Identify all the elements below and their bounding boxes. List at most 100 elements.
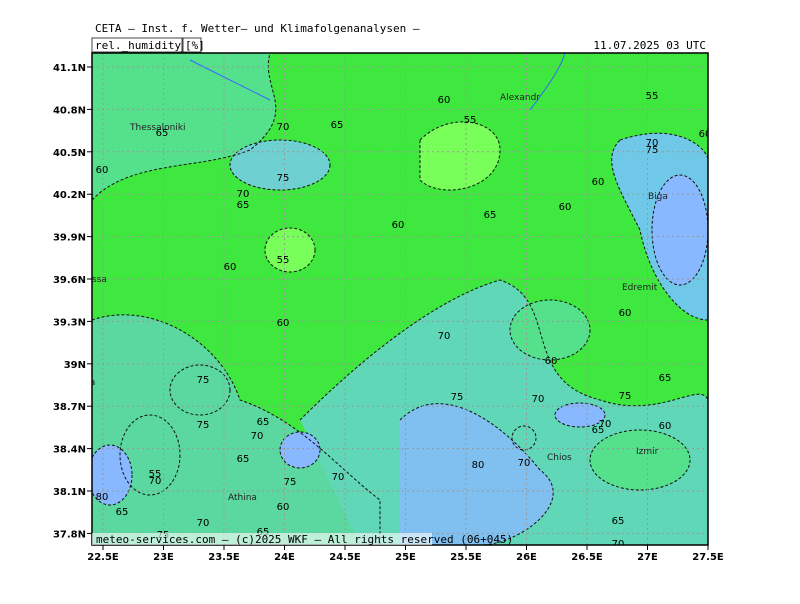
y-tick-label: 38.7N <box>53 402 86 413</box>
variable-box <box>91 37 183 53</box>
contour-label: 70 <box>599 419 612 430</box>
contour-label: 60 <box>619 308 632 319</box>
contour-label: 70 <box>332 472 345 483</box>
contour-label: 75 <box>646 145 659 156</box>
contour <box>554 402 606 428</box>
x-tick-label: 27E <box>637 552 658 563</box>
x-tick-label: 25E <box>395 552 416 563</box>
field <box>652 175 708 285</box>
x-tick-label: 24E <box>274 552 295 563</box>
contour-label: 70 <box>277 122 290 133</box>
field <box>400 403 554 545</box>
contour <box>651 174 708 286</box>
contour-label: 70 <box>646 138 659 149</box>
x-tick-label: 24.5E <box>329 552 361 563</box>
contour-label: 75 <box>277 173 290 184</box>
contour-label: 65 <box>592 425 605 436</box>
contour-label: 65 <box>612 516 625 527</box>
contour-label: 60 <box>592 177 605 188</box>
field <box>510 300 590 360</box>
contour-label: 65 <box>257 417 270 428</box>
contour <box>119 414 181 496</box>
city-label: Biga <box>648 192 668 202</box>
contour-label: 60 <box>96 165 109 176</box>
contour-label: 65 <box>116 507 129 518</box>
contour <box>611 132 708 321</box>
city-label: Athina <box>228 493 257 503</box>
contour-label: 70 <box>197 518 210 529</box>
footer-bg <box>92 533 432 545</box>
y-tick-label: 37.8N <box>53 529 86 540</box>
contour-label: 75 <box>197 420 210 431</box>
field <box>230 140 330 190</box>
contour-label: 70 <box>532 394 545 405</box>
y-tick-label: 41.1N <box>53 63 86 74</box>
contour-label: 60 <box>659 421 672 432</box>
contour-label: 55 <box>646 91 659 102</box>
footer: meteo-services.com – (c)2025 WKF – All r… <box>96 533 513 546</box>
city-label: Chios <box>547 453 572 463</box>
map-area: Thessaloniki Alexandr Biga Edremit ssa Lamia C… <box>68 53 712 545</box>
contour <box>92 444 133 506</box>
contour-label: 70 <box>149 476 162 487</box>
contour-label: 65 <box>257 527 270 538</box>
contour <box>264 227 316 273</box>
contour-label: 70 <box>518 458 531 469</box>
y-tick-label: 40.2N <box>53 190 86 201</box>
contour <box>279 431 321 469</box>
contour-label: 75 <box>197 375 210 386</box>
contour-label: 55 <box>277 255 290 266</box>
contour-label: 60 <box>545 356 558 367</box>
x-tick-label: 23E <box>153 552 174 563</box>
contour-label: 60 <box>438 95 451 106</box>
contour <box>419 121 501 191</box>
contour-label: 65 <box>659 373 672 384</box>
contour-label: 55 <box>149 469 162 480</box>
field <box>420 121 500 190</box>
contour-label: 60 <box>277 502 290 513</box>
contour-label: 60 <box>277 318 290 329</box>
city-label: Alexandr <box>500 93 540 103</box>
y-tick-label: 39.6N <box>53 275 86 286</box>
header-title: CETA – Inst. f. Wetter– und Klimafolgena… <box>95 22 420 35</box>
contour-label: 70 <box>237 189 250 200</box>
field <box>92 445 132 505</box>
contour-label: 65 <box>237 200 250 211</box>
city-label: Lamia <box>68 378 95 388</box>
y-tick-label: 40.5N <box>53 148 86 159</box>
contour <box>511 425 537 451</box>
y-tick-label: 39N <box>64 360 86 371</box>
contour <box>169 364 231 416</box>
contour-label: 75 <box>451 392 464 403</box>
contour-label: 60 <box>699 129 712 140</box>
contour-label: 60 <box>392 220 405 231</box>
field <box>555 403 605 427</box>
x-tick-label: 26.5E <box>571 552 603 563</box>
contour <box>92 314 381 545</box>
city-label: ssa <box>92 275 107 285</box>
y-tick-label: 39.3N <box>53 317 86 328</box>
river <box>529 53 566 111</box>
field <box>265 228 315 272</box>
field <box>92 53 276 200</box>
contour-label: 65 <box>156 128 169 139</box>
field <box>92 314 380 545</box>
y-tick-label: 40.8N <box>53 105 86 116</box>
x-tick-label: 22.5E <box>87 552 119 563</box>
contour-label: 65 <box>331 120 344 131</box>
contour-label: 75 <box>619 391 632 402</box>
unit: [%] <box>185 39 205 52</box>
y-tick-label: 38.4N <box>53 445 86 456</box>
x-tick-label: 25.5E <box>450 552 482 563</box>
contour-label: 80 <box>472 460 485 471</box>
contour <box>589 429 691 491</box>
contour <box>509 299 591 361</box>
contour-label: 60 <box>224 262 237 273</box>
contour-label: 70 <box>251 431 264 442</box>
contour <box>399 403 554 545</box>
y-tick-label: 38.1N <box>53 487 86 498</box>
x-tick-label: 26E <box>516 552 537 563</box>
city-label: Izmir <box>636 447 659 457</box>
x-tick-label: 27.5E <box>692 552 724 563</box>
